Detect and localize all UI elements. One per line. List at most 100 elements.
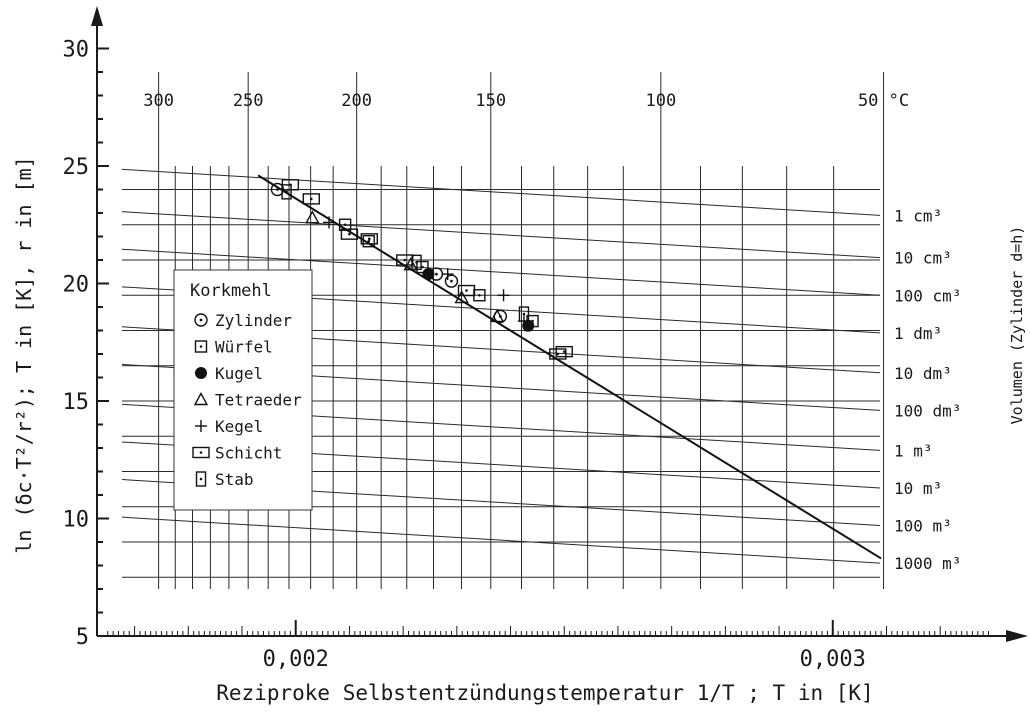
legend-entry-label: Zylinder	[215, 311, 292, 330]
volume-label: 100 m³	[894, 517, 952, 536]
center-dot	[415, 261, 418, 264]
legend-marker	[193, 392, 209, 406]
right-volume-label: Volumen (Zylinder d=h)	[1008, 226, 1026, 425]
wide-rect-outline	[549, 348, 567, 360]
data-point	[497, 289, 510, 302]
center-dot	[199, 451, 203, 454]
data-point	[416, 260, 429, 274]
data-point	[422, 268, 435, 281]
volume-line	[121, 211, 881, 259]
volume-label: 10 m³	[894, 479, 942, 498]
center-dot	[367, 239, 371, 243]
top-temp-label: 100	[645, 91, 676, 111]
center-dot	[403, 258, 407, 262]
center-dot	[309, 197, 313, 201]
volume-lines: 1 cm³ 10 cm³ 100 cm³ 1 dm³ 10 dm³ 100 dm³ 1 m³…	[121, 168, 961, 573]
legend-marker	[195, 420, 207, 432]
wide-rect-outline	[360, 233, 378, 245]
top-temp-label: 200	[341, 91, 372, 111]
legend-entry-label: Würfel	[215, 338, 273, 357]
data-point	[522, 319, 535, 332]
center-dot	[276, 188, 279, 191]
tall-rect-outline	[411, 254, 422, 271]
x-axis-label: Reziproke Selbstentzündungstemperatur 1/…	[216, 681, 873, 705]
legend-marker	[194, 340, 208, 353]
legend-marker	[194, 313, 208, 327]
center-dot	[199, 477, 203, 481]
data-point	[518, 306, 530, 322]
volume-line	[121, 248, 881, 296]
tall-rect-outline	[281, 184, 292, 200]
y-tick-label: 10	[63, 508, 90, 533]
data-point	[549, 348, 567, 360]
square-outline	[416, 260, 429, 274]
data-point	[302, 193, 320, 205]
data-point	[555, 345, 573, 358]
legend-box	[173, 269, 313, 511]
legend: Korkmehl Zylinder Würfel Kugel Tetraeder Keg…	[173, 269, 313, 511]
top-temp-label: 250	[233, 91, 264, 111]
wide-rect-outline	[192, 446, 210, 459]
legend-entry-label: Kegel	[215, 417, 263, 436]
circle-ring	[194, 313, 208, 327]
y-tick-label: 15	[63, 390, 90, 415]
volume-label: 1 dm³	[894, 324, 942, 343]
triangle-outline	[489, 308, 505, 323]
wide-rect-outline	[457, 284, 476, 297]
y-axis-label: ln (δc·T²/r²); T in [K], r in [m]	[12, 156, 36, 553]
square-outline	[338, 218, 352, 231]
tall-rect-outline	[518, 306, 530, 322]
data-point	[281, 184, 292, 200]
square-outline	[362, 234, 375, 248]
volume-label: 1 cm³	[894, 206, 942, 225]
wide-rect-outline	[340, 228, 359, 240]
top-temp-label: 50 °C	[858, 91, 909, 111]
data-point	[340, 228, 359, 240]
volume-label: 1000 m³	[894, 554, 961, 573]
data-point	[362, 234, 375, 248]
center-dot	[450, 279, 453, 283]
data-point	[338, 218, 352, 231]
x-tick-label: 0,003	[800, 647, 866, 672]
legend-entries: Zylinder Würfel Kugel Tetraeder Kegel Schicht…	[192, 311, 302, 489]
volume-label: 10 dm³	[894, 364, 952, 383]
legend-marker	[195, 471, 207, 487]
data-point	[441, 268, 454, 281]
square-outline	[194, 340, 208, 353]
volume-label: 100 cm³	[894, 286, 961, 305]
volume-line	[121, 168, 881, 216]
volume-label: 100 dm³	[894, 401, 961, 420]
x-tick-label: 0,002	[263, 647, 329, 672]
x-axis-arrow-icon	[1006, 630, 1028, 642]
data-point	[403, 257, 418, 271]
volume-label: 10 cm³	[894, 249, 952, 268]
legend-title: Korkmehl	[190, 281, 272, 301]
volume-line	[121, 516, 881, 564]
legend-entry-label: Kugel	[215, 364, 263, 383]
tall-rect-outline	[195, 471, 207, 487]
triangle-outline	[454, 290, 469, 304]
wide-rect-outline	[555, 345, 573, 358]
top-temp-label: 150	[475, 91, 506, 111]
triangle-outline	[403, 257, 418, 271]
center-dot	[562, 350, 566, 353]
legend-entry-label: Stab	[215, 470, 254, 489]
data-point	[444, 274, 459, 288]
data-point	[360, 233, 378, 245]
top-temp-label: 300	[143, 91, 174, 111]
grid	[122, 72, 885, 589]
data-point	[411, 254, 422, 271]
data-point	[323, 216, 336, 229]
y-tick-label: 30	[63, 38, 90, 63]
y-axis-arrow-icon	[91, 6, 103, 26]
center-dot	[435, 272, 438, 276]
triangle-outline	[305, 210, 320, 224]
legend-entry-label: Tetraeder	[215, 391, 302, 410]
center-dot	[285, 190, 288, 194]
center-dot	[556, 352, 560, 356]
data-point	[489, 308, 505, 323]
volume-label: 1 m³	[894, 441, 933, 460]
center-dot	[348, 232, 351, 236]
center-dot	[343, 223, 347, 227]
y-tick-label: 20	[63, 273, 90, 298]
